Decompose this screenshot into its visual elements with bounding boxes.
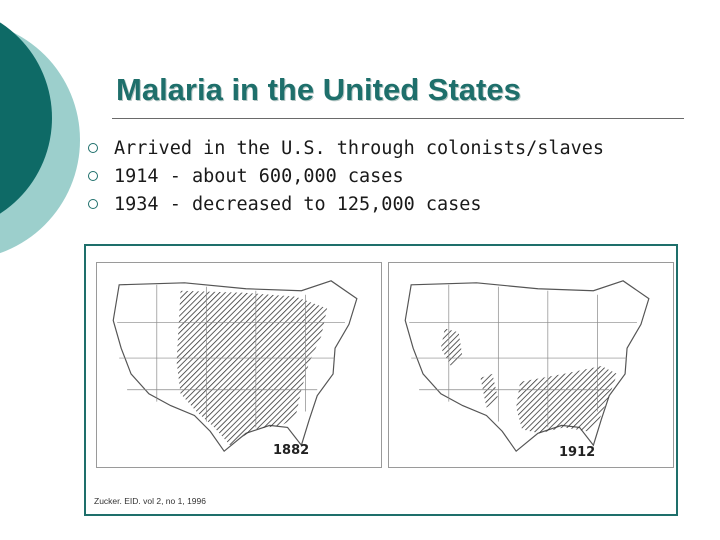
bullet-item: Arrived in the U.S. through colonists/sl… bbox=[88, 134, 604, 162]
map-year-label: 1912 bbox=[559, 445, 596, 460]
us-map-1912-drawing bbox=[404, 280, 650, 453]
figure-citation: Zucker. EID. vol 2, no 1, 1996 bbox=[94, 496, 206, 506]
decorative-circles bbox=[0, 22, 80, 254]
bullet-item: 1934 - decreased to 125,000 cases bbox=[88, 190, 604, 218]
us-map-1882: 1882 bbox=[96, 262, 382, 468]
bullet-circle-icon bbox=[88, 199, 98, 209]
bullet-text: 1934 - decreased to 125,000 cases bbox=[114, 193, 482, 215]
bullet-circle-icon bbox=[88, 171, 98, 181]
map-year-label: 1882 bbox=[273, 443, 310, 458]
bullet-circle-icon bbox=[88, 143, 98, 153]
us-map-1912: 1912 bbox=[388, 262, 674, 468]
us-map-1882-drawing bbox=[112, 280, 358, 453]
bullet-item: 1914 - about 600,000 cases bbox=[88, 162, 604, 190]
malaria-maps-figure: 1882 1912 Zucker. EID. vol 2, no 1, 1996 bbox=[84, 244, 678, 516]
title-divider bbox=[112, 118, 684, 119]
slide-title: Malaria in the United States bbox=[116, 72, 521, 107]
bullet-list: Arrived in the U.S. through colonists/sl… bbox=[88, 134, 604, 218]
bullet-text: Arrived in the U.S. through colonists/sl… bbox=[114, 137, 605, 159]
bullet-text: 1914 - about 600,000 cases bbox=[114, 165, 404, 187]
